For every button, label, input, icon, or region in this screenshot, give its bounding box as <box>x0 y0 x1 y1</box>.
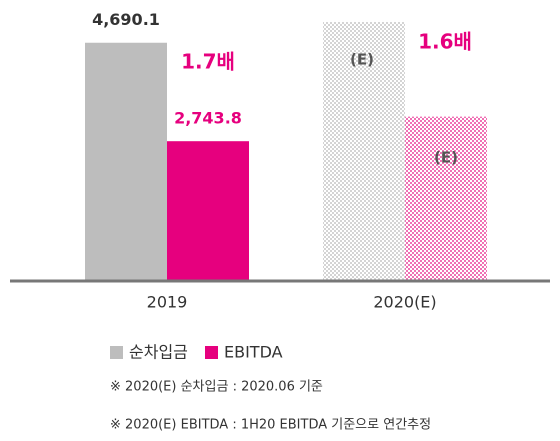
ratio-annotation: 1.6배 <box>418 30 472 54</box>
bar <box>167 141 249 280</box>
x-tick-label: 2020(E) <box>373 293 436 312</box>
footnote: ※ 2020(E) 순차입금 : 2020.06 기준 <box>110 380 323 395</box>
estimate-annotation: (E) <box>350 51 374 69</box>
ratio-annotation: 1.7배 <box>181 50 235 74</box>
bar <box>405 116 487 280</box>
legend-swatch <box>205 346 218 359</box>
legend-swatch <box>110 346 123 359</box>
bar <box>323 22 405 280</box>
x-tick-label: 2019 <box>147 293 188 312</box>
value-label: 2,743.8 <box>174 109 242 128</box>
legend-label: EBITDA <box>224 343 283 362</box>
footnote: ※ 2020(E) EBITDA : 1H20 EBITDA 기준으로 연간추정 <box>110 418 431 433</box>
value-label: 4,690.1 <box>92 10 160 29</box>
bars <box>85 22 487 281</box>
bar <box>85 42 167 281</box>
legend-label: 순차입금 <box>129 343 188 362</box>
estimate-annotation: (E) <box>434 149 458 167</box>
